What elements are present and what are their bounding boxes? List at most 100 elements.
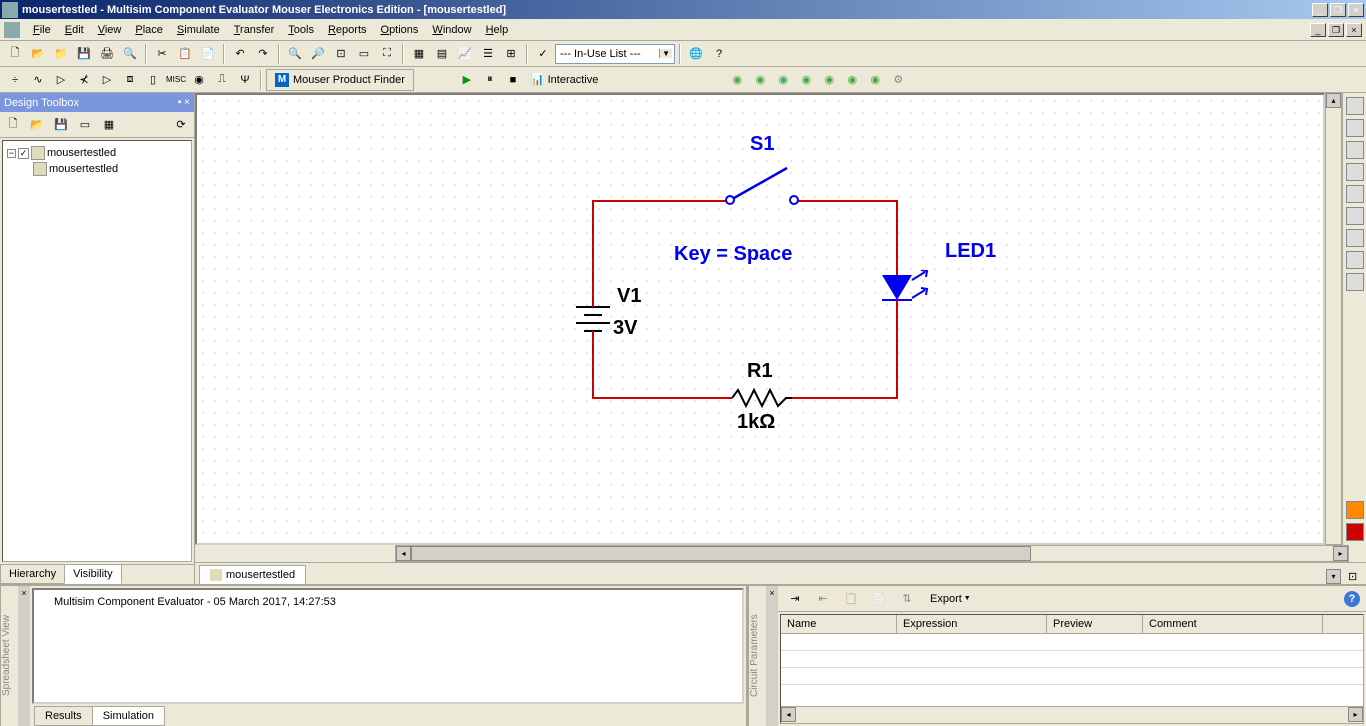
sidebar-new-icon[interactable]: 🗋 [2,114,24,136]
scroll-up-icon[interactable]: ▴ [1326,93,1341,108]
grid-header-comment[interactable]: Comment [1143,615,1323,633]
database-icon[interactable]: ▤ [431,43,453,65]
sidebar-window-icon[interactable]: ▭ [74,114,96,136]
source-icon[interactable]: ÷ [4,69,26,91]
iv-analyzer-icon[interactable] [1346,273,1364,291]
panel-close-icon[interactable]: × [766,586,778,726]
resistor-component[interactable] [732,388,792,408]
wire[interactable] [592,200,594,298]
indicator-icon[interactable]: ◉ [188,69,210,91]
tree-root-item[interactable]: − ✓ mousertestled [7,145,187,161]
scroll-left-icon[interactable]: ◂ [396,546,411,561]
panel-close-icon[interactable]: × [18,586,30,726]
instrument-4-icon[interactable]: ◉ [795,69,817,91]
grid-row[interactable] [781,668,1363,685]
wattmeter-icon[interactable] [1346,141,1364,159]
param-paste-icon[interactable]: 📄 [868,588,890,610]
paste-icon[interactable]: 📄 [197,43,219,65]
wire[interactable] [592,200,727,202]
grapher-icon[interactable]: 📈 [454,43,476,65]
tree-collapse-icon[interactable]: − [7,149,16,158]
led-component[interactable] [877,270,939,320]
tree-child-item[interactable]: mousertestled [7,161,187,177]
instrument-7-icon[interactable]: ◉ [864,69,886,91]
sidebar-open-icon[interactable]: 📂 [26,114,48,136]
bode-icon[interactable] [1346,185,1364,203]
scroll-left-icon[interactable]: ◂ [781,707,796,722]
print-icon[interactable]: 🖨 [96,43,118,65]
internet-icon[interactable]: 🌐 [685,43,707,65]
save-icon[interactable]: 💾 [73,43,95,65]
funcgen-icon[interactable] [1346,119,1364,137]
wire[interactable] [797,200,898,202]
menu-window[interactable]: Window [425,22,478,38]
sim-mode-dropdown[interactable]: 📊 Interactive [525,73,604,86]
tab-visibility[interactable]: Visibility [64,564,122,584]
mdi-close-button[interactable]: × [1346,23,1362,37]
inuse-dropdown[interactable]: --- In-Use List --- [555,44,675,64]
diode-icon[interactable]: ▷ [50,69,72,91]
zoom-sheet-icon[interactable]: ▭ [353,43,375,65]
tab-hierarchy[interactable]: Hierarchy [0,564,65,584]
sidebar-save-icon[interactable]: 💾 [50,114,72,136]
grid-hscroll[interactable]: ◂ ▸ [781,706,1363,723]
close-button[interactable]: × [1348,3,1364,17]
grid-row[interactable] [781,651,1363,668]
spreadsheet-strip[interactable]: Spreadsheet View [0,586,18,726]
open-icon[interactable]: 📂 [27,43,49,65]
document-tab[interactable]: mousertestled [199,565,306,584]
stop-icon[interactable]: ■ [502,69,524,91]
param-add-icon[interactable]: ⇥ [784,588,806,610]
menu-help[interactable]: Help [479,22,516,38]
params-strip[interactable]: Circuit Parameters [748,586,766,726]
current-probe-icon[interactable] [1346,523,1364,541]
analog-icon[interactable]: ▷ [96,69,118,91]
switch-component[interactable] [722,160,802,205]
spreadsheet-icon[interactable]: ▦ [408,43,430,65]
scroll-right-icon[interactable]: ▸ [1333,546,1348,561]
menu-reports[interactable]: Reports [321,22,374,38]
wire[interactable] [896,200,898,275]
ttl-icon[interactable]: ⧈ [119,69,141,91]
fullscreen-icon[interactable]: ⛶ [376,43,398,65]
basic-icon[interactable]: ∿ [27,69,49,91]
postproc-icon[interactable]: ☰ [477,43,499,65]
schematic-canvas[interactable]: S1 Key = Space V1 3V R1 1kΩ [195,93,1325,545]
grid-header-name[interactable]: Name [781,615,897,633]
param-copy-icon[interactable]: 📋 [840,588,862,610]
instrument-8-icon[interactable]: ⚙ [887,69,909,91]
wordgen-icon[interactable] [1346,207,1364,225]
redo-icon[interactable]: ↷ [252,43,274,65]
horizontal-scrollbar[interactable]: ◂ ▸ [395,545,1349,562]
misc-icon[interactable]: MISC [165,69,187,91]
oscilloscope-icon[interactable] [1346,163,1364,181]
multimeter-icon[interactable] [1346,97,1364,115]
help-icon[interactable]: ? [1344,591,1360,607]
instrument-6-icon[interactable]: ◉ [841,69,863,91]
menu-edit[interactable]: Edit [58,22,91,38]
grid-row[interactable] [781,634,1363,651]
menu-tools[interactable]: Tools [281,22,321,38]
instrument-2-icon[interactable]: ◉ [749,69,771,91]
battery-component[interactable] [572,295,614,341]
help-icon[interactable]: ? [708,43,730,65]
cmos-icon[interactable]: ▯ [142,69,164,91]
export-button[interactable]: Export▼ [924,591,977,607]
maximize-button[interactable]: ❐ [1330,3,1346,17]
run-icon[interactable]: ▶ [456,69,478,91]
instrument-5-icon[interactable]: ◉ [818,69,840,91]
cut-icon[interactable]: ✂ [151,43,173,65]
vertical-scrollbar[interactable]: ▴ ▾ [1325,93,1342,545]
open-sample-icon[interactable]: 📁 [50,43,72,65]
instrument-3-icon[interactable]: ◉ [772,69,794,91]
transistor-icon[interactable]: ⊀ [73,69,95,91]
grid-header-expression[interactable]: Expression [897,615,1047,633]
scroll-right-icon[interactable]: ▸ [1348,707,1363,722]
sidebar-refresh-icon[interactable]: ⟳ [170,114,192,136]
sidebar-list-icon[interactable]: ▦ [98,114,120,136]
tab-simulation[interactable]: Simulation [92,706,165,726]
logic-conv-icon[interactable] [1346,251,1364,269]
param-del-icon[interactable]: ⇤ [812,588,834,610]
connector-icon[interactable]: Ψ [234,69,256,91]
menu-transfer[interactable]: Transfer [227,22,282,38]
